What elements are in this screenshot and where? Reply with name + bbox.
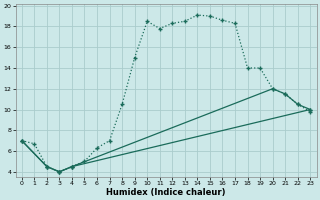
X-axis label: Humidex (Indice chaleur): Humidex (Indice chaleur): [106, 188, 226, 197]
